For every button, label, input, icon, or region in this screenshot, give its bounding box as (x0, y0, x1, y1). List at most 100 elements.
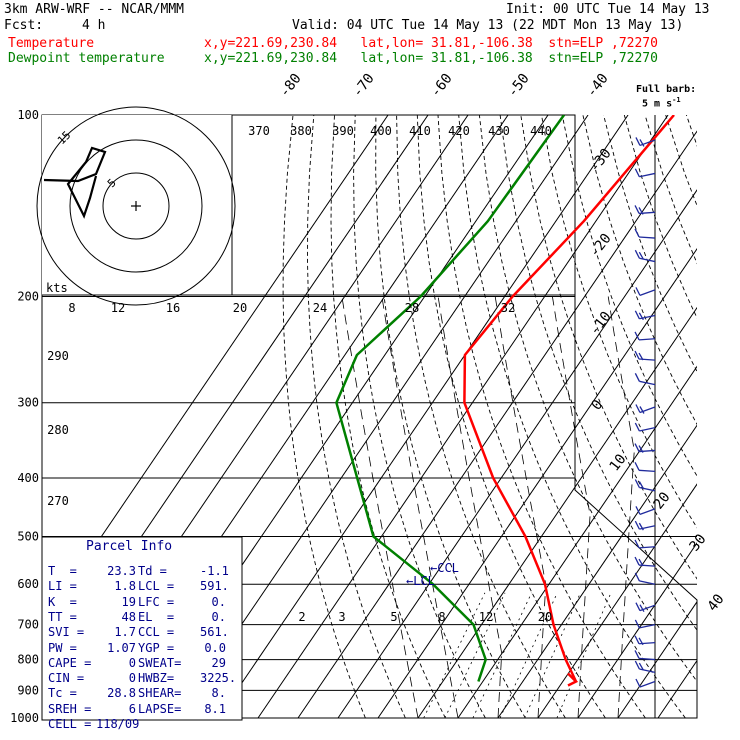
dry-adiabat-line (499, 115, 697, 631)
wind-barb-flag (634, 168, 640, 178)
moist-adiabat-line (552, 296, 591, 719)
mixing-ratio-line (472, 592, 532, 719)
parcel-info-cell: LI = (48, 579, 77, 594)
hodograph-ring (69, 139, 203, 273)
parcel-info-cell: 1.7 (114, 625, 136, 640)
parcel-info-box (41, 536, 243, 721)
init-time: Init: 00 UTC Tue 14 May 13 (506, 2, 710, 17)
wind-barb (635, 404, 656, 414)
isotherm-label: 0 (589, 397, 607, 413)
hodograph-ring (36, 106, 236, 306)
forecast-value: 4 h (82, 18, 106, 33)
dry-adiabat-line (375, 115, 526, 719)
wind-barb-flag (635, 404, 641, 413)
parcel-info-cell: K = (48, 594, 77, 609)
wind-barb-staff (638, 338, 656, 341)
wind-barb-flag (634, 249, 640, 259)
isotherm-label: -80 (277, 71, 305, 101)
theta-label: 380 (290, 124, 312, 138)
wind-barb-staff (638, 564, 656, 567)
parcel-info-cell: Tc = (48, 686, 77, 701)
dewpoint-legend-label: Dewpoint temperature (8, 51, 165, 66)
isotherm-line (497, 424, 697, 719)
hodo-speed-label: 32 (501, 301, 515, 315)
dry-adiabat-line (520, 115, 697, 580)
pressure-tick-label: 500 (17, 529, 39, 543)
mixing-ratio-line (444, 592, 506, 719)
wind-barb-staff (639, 623, 656, 629)
pressure-tick-label: 600 (17, 577, 39, 591)
wind-barb (634, 619, 656, 629)
parcel-info-cell: SVI = (48, 625, 85, 640)
pressure-tick-label: 800 (17, 653, 39, 667)
parcel-info-cell: 561. (200, 625, 229, 640)
mixing-ratio-label: 20 (538, 610, 552, 624)
hodo-speed-label: 24 (313, 301, 327, 315)
isotherm-line (177, 115, 589, 719)
wind-barb-staff (639, 427, 656, 432)
parcel-info-cell: T = (48, 564, 77, 578)
wind-barb-flag (638, 637, 644, 646)
theta-label-left: 270 (47, 494, 69, 508)
wind-barb (634, 205, 656, 215)
parcel-info-cell: CIN = (48, 671, 85, 686)
parcel-info-title: Parcel Info (86, 539, 173, 554)
dry-adiabat-line (707, 115, 740, 718)
isotherm-label: -20 (587, 231, 615, 261)
wind-barb-staff (639, 668, 656, 673)
wind-barb-staff (639, 289, 656, 296)
wind-barb-flag (635, 506, 641, 515)
wind-barb-flag (639, 139, 645, 147)
parcel-info-cell: LFC = (138, 594, 175, 609)
hodo-speed-label: 12 (111, 301, 125, 315)
mixing-ratio-label: 2 (298, 610, 305, 624)
wind-barb-flag (634, 650, 640, 659)
parcel-info-cell: CELL = (48, 717, 92, 731)
parcel-info-cell: TT = (48, 609, 77, 624)
pressure-tick-label: 900 (17, 683, 39, 697)
wind-barb (634, 350, 656, 361)
parcel-info-cell: CCL = (138, 625, 175, 640)
dry-adiabat-line (728, 115, 740, 718)
isotherm-line (377, 247, 697, 719)
wind-barb-flag (639, 604, 645, 612)
mixing-ratio-label: 5 (390, 610, 397, 624)
wind-barb-flag (634, 310, 640, 320)
isotherm-label: -40 (584, 71, 612, 101)
mixing-ratio-label: 3 (338, 610, 345, 624)
barb-legend-line2: 5 m s-1 (642, 96, 681, 110)
hodograph-ring (102, 172, 170, 240)
parcel-info-cell: 29 (211, 655, 226, 670)
wind-barb-flag (634, 422, 640, 432)
wind-barb-flag (634, 619, 640, 629)
theta-label-left: 280 (47, 423, 69, 437)
wind-barb-staff (639, 580, 656, 585)
wind-barb (634, 650, 656, 661)
isotherm-line (698, 115, 740, 718)
wind-barb-flag (634, 556, 640, 566)
wind-barb (634, 373, 656, 386)
wind-barb-flag (635, 678, 641, 688)
wind-barb-flag (634, 373, 640, 382)
wind-barb-flag (638, 251, 644, 260)
dry-adiabat-line (282, 115, 366, 719)
parcel-info-cell: SWEAT= (138, 655, 182, 670)
hodo-speed-label: 20 (233, 301, 247, 315)
wind-barb-staff (639, 380, 656, 386)
wind-barb (634, 479, 656, 492)
wind-barb (634, 635, 656, 646)
parcel-info-cell: 591. (200, 579, 229, 594)
pressure-tick-label: 700 (17, 618, 39, 632)
wind-barb-flag (638, 352, 644, 361)
wind-barb (634, 228, 656, 239)
lcl-annotation: ←LCL (406, 574, 435, 588)
wind-barb-staff (638, 657, 656, 661)
wind-barb-flag (634, 331, 640, 341)
isotherm-line (657, 659, 697, 719)
isotherm-line (297, 130, 697, 719)
dry-adiabat-line (437, 115, 646, 719)
wind-barb-flag (634, 443, 640, 452)
wind-barb-staff (638, 236, 656, 239)
dewpoint-profile-line (335, 115, 566, 682)
